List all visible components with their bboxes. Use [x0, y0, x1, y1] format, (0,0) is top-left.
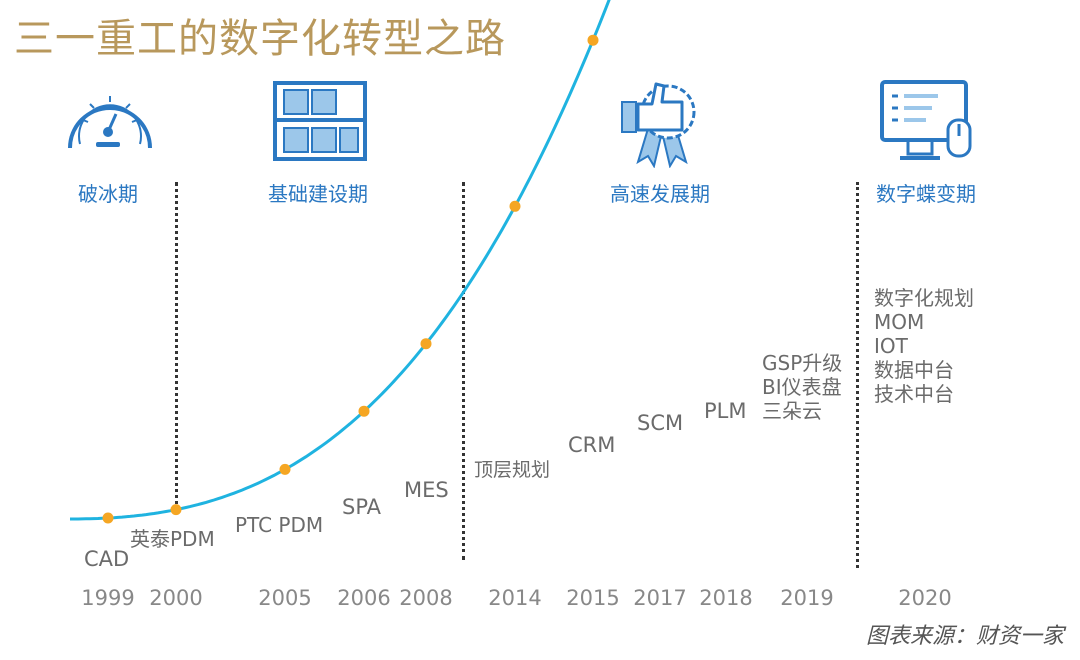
year-label: 2017 — [633, 586, 686, 610]
milestone-marker — [279, 463, 291, 475]
speedometer-icon — [68, 96, 152, 149]
milestone-marker — [509, 200, 521, 212]
milestone-label: CRM — [568, 433, 615, 457]
milestone-label: GSP升级 — [762, 351, 842, 375]
thumbs-up-badge-icon — [621, 82, 696, 168]
milestone-label: MES — [404, 478, 449, 502]
year-label: 2005 — [258, 586, 311, 610]
milestone-label: CAD — [84, 547, 129, 571]
milestone-label: 顶层规划 — [474, 459, 550, 481]
computer-monitor-icon — [880, 80, 972, 160]
milestone-label: 数据中台 — [874, 358, 954, 382]
phase-label-infrastructure: 基础建设期 — [268, 182, 368, 206]
milestone-label: MOM — [874, 310, 924, 334]
year-label: 2019 — [780, 586, 833, 610]
warehouse-shelf-icon — [273, 81, 367, 161]
milestone-label: 技术中台 — [874, 382, 954, 406]
milestone-label: 数字化规划 — [874, 286, 974, 310]
milestone-label: PTC PDM — [235, 513, 323, 537]
year-label: 2020 — [898, 586, 951, 610]
page-title: 三一重工的数字化转型之路 — [14, 16, 506, 62]
year-label: 2018 — [699, 586, 752, 610]
year-label: 2014 — [488, 586, 541, 610]
milestone-marker — [358, 405, 370, 417]
phase-label-breakthrough: 破冰期 — [78, 182, 138, 206]
milestone-marker — [587, 34, 599, 46]
milestone-marker — [170, 504, 182, 516]
phase-divider — [856, 182, 859, 568]
milestone-label: 英泰PDM — [130, 527, 215, 551]
milestone-label: PLM — [704, 399, 746, 423]
milestone-label: IOT — [874, 334, 909, 358]
source-note: 图表来源：财资一家 — [865, 624, 1064, 649]
year-label: 1999 — [81, 586, 134, 610]
milestone-marker — [420, 338, 432, 350]
phase-divider — [462, 182, 465, 560]
phase-divider — [175, 182, 178, 512]
phase-label-digital-transformation: 数字蝶变期 — [876, 182, 976, 206]
year-label: 2015 — [566, 586, 619, 610]
timeline-curve — [70, 0, 611, 521]
milestone-label: SPA — [342, 495, 382, 519]
milestone-marker — [102, 512, 114, 524]
milestone-label: BI仪表盘 — [762, 375, 842, 399]
year-label: 2000 — [149, 586, 202, 610]
milestone-label: SCM — [637, 411, 683, 435]
year-label: 2006 — [337, 586, 390, 610]
phase-label-rapid-growth: 高速发展期 — [610, 182, 710, 206]
milestone-label: 三朵云 — [762, 399, 822, 423]
year-label: 2008 — [399, 586, 452, 610]
